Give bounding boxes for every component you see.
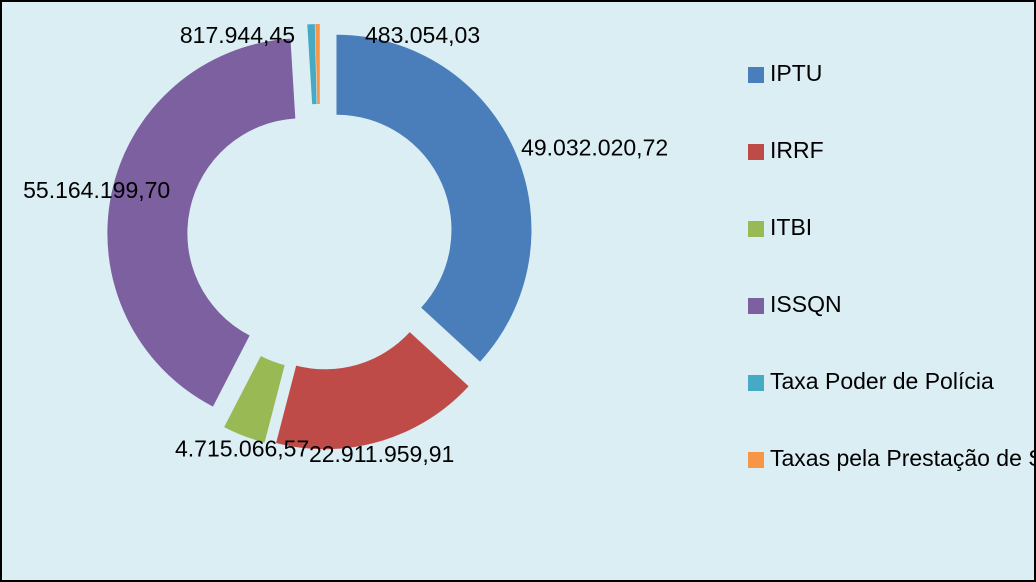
data-label: 49.032.020,72 [521, 134, 668, 160]
donut-segment [307, 24, 317, 105]
donut-segment [336, 34, 532, 362]
donut-segment [224, 355, 285, 443]
data-label: 55.164.199,70 [23, 177, 170, 203]
legend-swatch [748, 221, 764, 237]
legend-label: ITBI [770, 214, 812, 240]
legend-swatch [748, 375, 764, 391]
data-label: 22.911.959,91 [309, 441, 454, 467]
donut-segment [276, 332, 469, 450]
legend-swatch [748, 144, 764, 160]
legend-swatch [748, 452, 764, 468]
legend-label: IPTU [770, 60, 822, 86]
legend-swatch [748, 67, 764, 83]
legend-label: Taxas pela Prestação de Serviços [770, 445, 1036, 471]
data-label: 483.054,03 [365, 22, 480, 48]
legend-label: IRRF [770, 137, 824, 163]
legend-label: ISSQN [770, 291, 842, 317]
donut-segment [315, 24, 320, 105]
legend-swatch [748, 298, 764, 314]
legend-label: Taxa Poder de Polícia [770, 368, 994, 394]
donut-segment [107, 38, 296, 407]
data-label: 817.944,45 [180, 22, 295, 48]
data-label: 4.715.066,57 [175, 436, 309, 462]
